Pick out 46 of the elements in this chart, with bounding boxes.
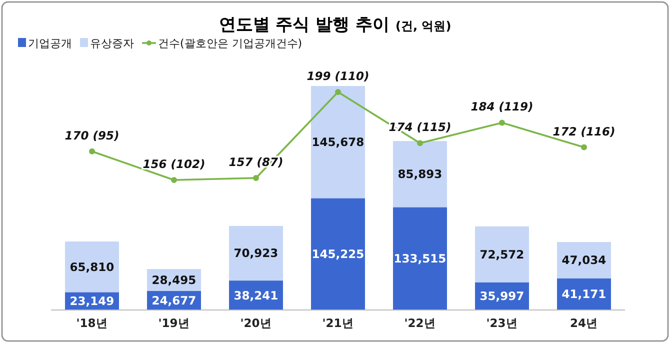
data-label: 47,034: [562, 253, 606, 268]
data-label: 65,810: [70, 260, 114, 274]
data-label: 172 (116): [552, 124, 616, 138]
data-label: 41,171: [562, 287, 606, 302]
point: [171, 177, 177, 183]
point: [335, 89, 341, 95]
data-label: 156 (102): [142, 157, 206, 171]
data-label: 145,225: [312, 247, 364, 262]
data-label: 70,923: [234, 246, 278, 260]
bar: [475, 226, 529, 282]
legend-label: 건수(괄호안은 기업공개건수): [158, 37, 302, 50]
data-label: 145,678: [312, 135, 364, 150]
chart-title: 연도별 주식 발행 추이: [218, 15, 390, 35]
bar: [393, 141, 447, 208]
x-tick-label: '21년: [322, 316, 354, 330]
chart-subtitle: (건, 억원): [396, 19, 452, 33]
data-label: 35,997: [480, 289, 524, 304]
data-label: 24,677: [152, 294, 196, 308]
data-label: 133,515: [394, 252, 446, 266]
x-tick-label: '18년: [76, 316, 108, 330]
data-label: 38,241: [234, 288, 278, 302]
bar: [229, 226, 283, 281]
data-label: 23,149: [70, 294, 114, 308]
point: [253, 174, 259, 181]
data-label: 72,572: [480, 247, 524, 262]
x-tick-label: '22년: [404, 316, 436, 330]
bar: [65, 242, 119, 292]
bar: [393, 207, 447, 310]
point: [89, 148, 95, 154]
point: [581, 144, 587, 150]
point: [499, 120, 505, 126]
x-tick-label: 24년: [570, 316, 598, 330]
data-label: 199 (110): [306, 69, 370, 83]
data-label: 170 (95): [64, 128, 120, 142]
data-label: 28,495: [152, 273, 196, 288]
data-label: 85,893: [398, 167, 442, 182]
legend-label: 기업공개: [28, 37, 72, 50]
data-label: 184 (119): [470, 100, 534, 114]
point: [417, 140, 423, 146]
x-tick-label: '20년: [240, 316, 272, 330]
x-tick-label: '23년: [486, 316, 518, 330]
bar: [311, 86, 365, 198]
x-tick-label: '19년: [158, 316, 190, 330]
bar: [557, 242, 611, 278]
bar: [311, 198, 365, 310]
legend-label: 유상증자: [90, 37, 134, 50]
